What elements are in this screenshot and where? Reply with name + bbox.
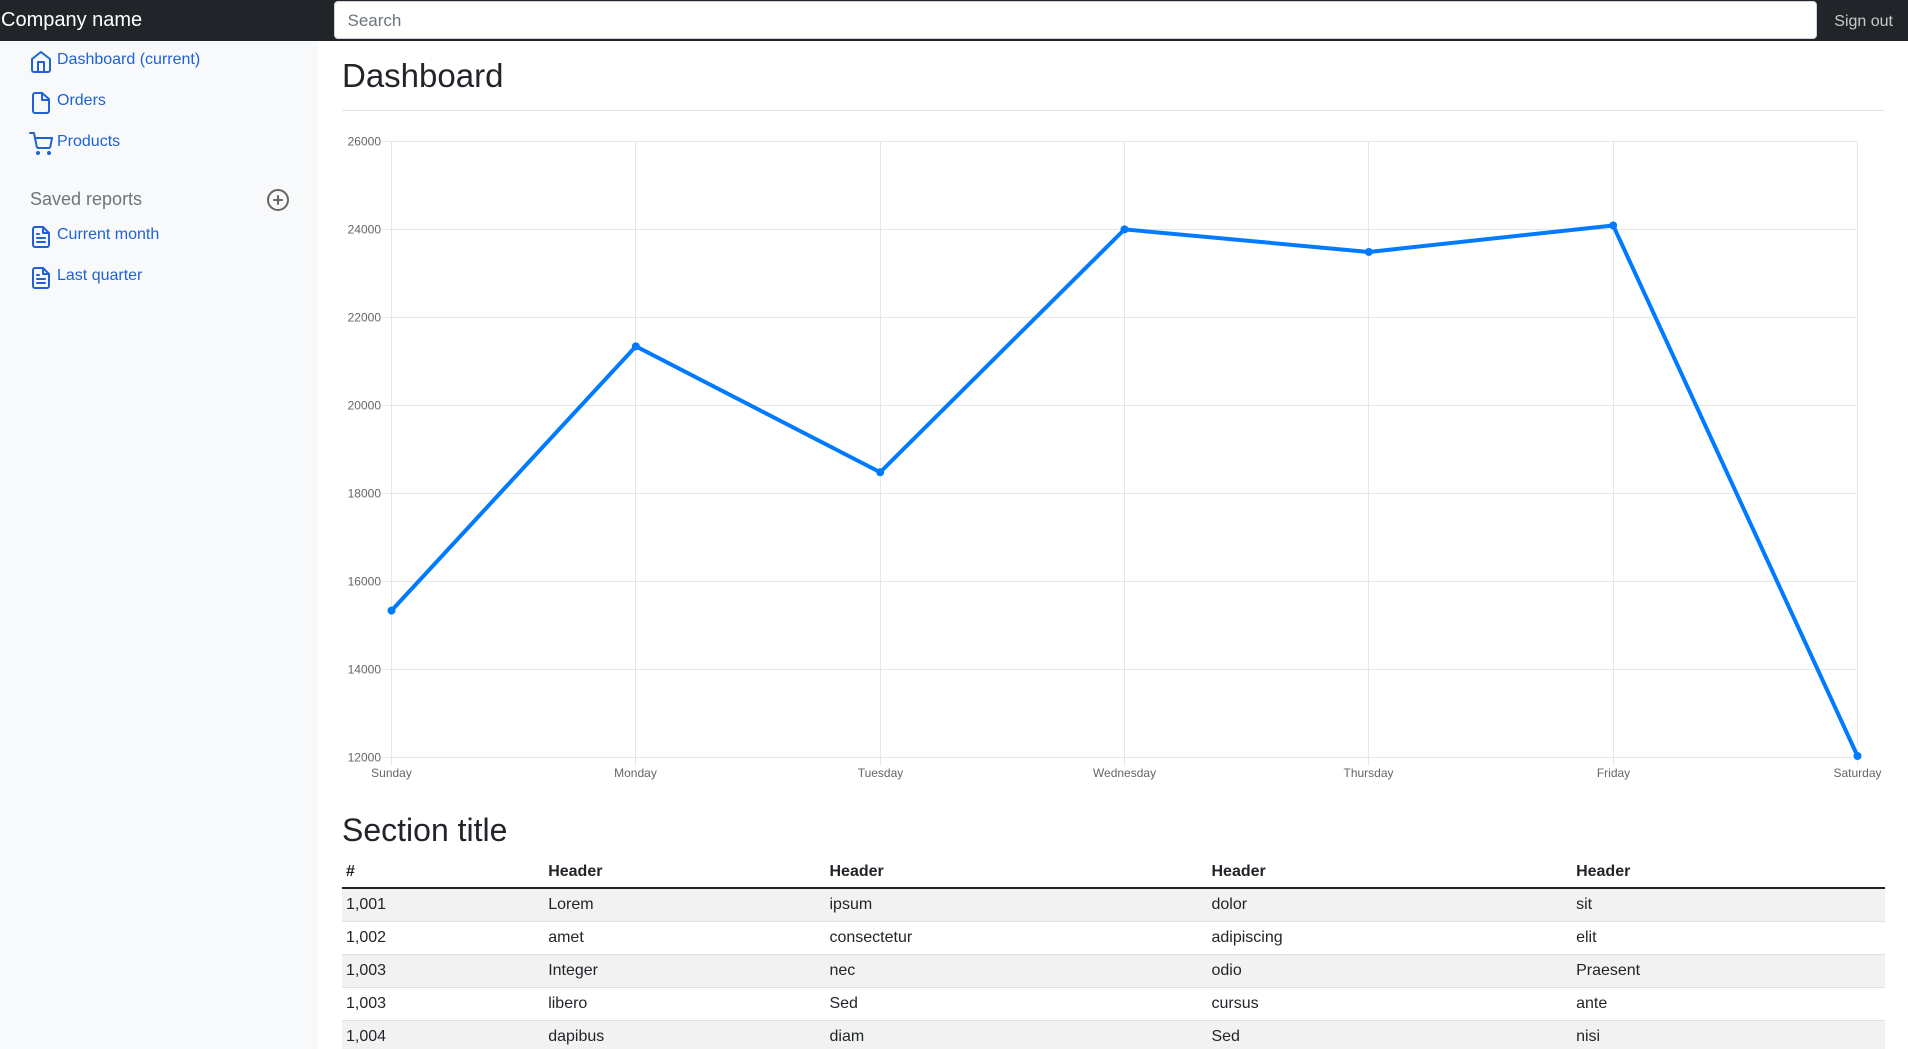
svg-text:Thursday: Thursday [1343, 766, 1393, 780]
svg-text:Monday: Monday [614, 766, 657, 780]
svg-text:14000: 14000 [348, 663, 382, 677]
svg-text:12000: 12000 [348, 751, 382, 765]
svg-text:Tuesday: Tuesday [858, 766, 904, 780]
svg-text:20000: 20000 [348, 399, 382, 413]
svg-text:16000: 16000 [348, 575, 382, 589]
svg-text:18000: 18000 [348, 487, 382, 501]
svg-text:Friday: Friday [1597, 766, 1630, 780]
svg-text:Wednesday: Wednesday [1093, 766, 1156, 780]
svg-text:24000: 24000 [348, 223, 382, 237]
svg-text:Saturday: Saturday [1833, 766, 1881, 780]
svg-text:Sunday: Sunday [371, 766, 412, 780]
svg-text:26000: 26000 [348, 135, 382, 149]
svg-text:22000: 22000 [348, 311, 382, 325]
